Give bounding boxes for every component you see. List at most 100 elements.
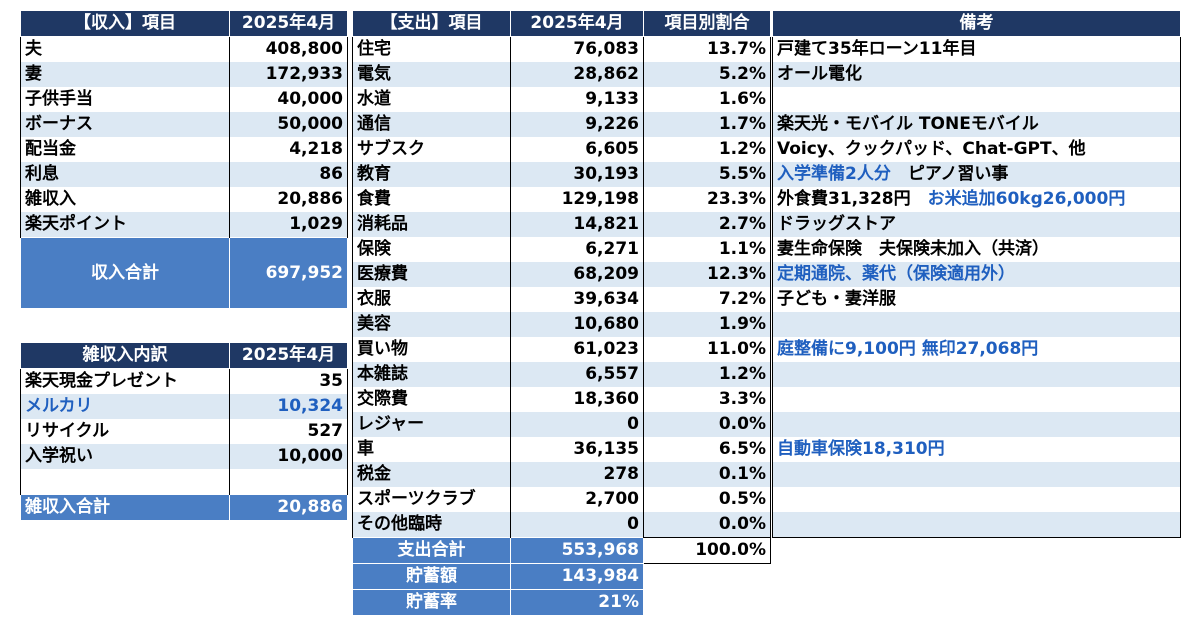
expense-item-ratio: 3.3% <box>643 387 771 412</box>
note-cell: 定期通院、薬代（保険適用外） <box>772 262 1181 287</box>
expense-item-label: レジャー <box>352 412 511 437</box>
income-item-label: 楽天ポイント <box>20 212 230 238</box>
expense-item-value: 9,133 <box>510 87 644 112</box>
table-row <box>772 462 1181 487</box>
income-item-value: 1,029 <box>229 212 348 238</box>
table-row: 医療費 68,209 12.3% <box>352 262 771 287</box>
table-row: 夫 408,800 <box>20 36 348 62</box>
expense-item-label: 電気 <box>352 62 511 87</box>
expense-header-item: 【支出】項目 <box>352 10 511 37</box>
income-item-value: 40,000 <box>229 87 348 112</box>
expense-item-label: その他臨時 <box>352 512 511 538</box>
expense-item-label: 衣服 <box>352 287 511 312</box>
income-item-label: 配当金 <box>20 137 230 162</box>
expense-item-label: 住宅 <box>352 36 511 62</box>
expense-header-ratio: 項目別割合 <box>643 10 771 37</box>
income-item-label: 子供手当 <box>20 87 230 112</box>
expense-item-label: 買い物 <box>352 337 511 362</box>
income-item-value: 20,886 <box>229 187 348 212</box>
expense-total-ratio: 100.0% <box>643 537 771 564</box>
table-row <box>772 312 1181 337</box>
table-row: スポーツクラブ 2,700 0.5% <box>352 487 771 512</box>
misc-header-item: 雑収入内訳 <box>20 342 230 369</box>
expense-item-value: 6,557 <box>510 362 644 387</box>
income-total-value: 697,952 <box>229 237 348 309</box>
expense-item-label: 美容 <box>352 312 511 337</box>
table-row: 電気 28,862 5.2% <box>352 62 771 87</box>
table-row: 妻 172,933 <box>20 62 348 87</box>
income-item-value: 408,800 <box>229 36 348 62</box>
table-row: 楽天光・モバイル TONEモバイル <box>772 112 1181 137</box>
table-row <box>772 487 1181 512</box>
note-text-highlight: 定期通院、薬代（保険適用外） <box>777 264 1015 284</box>
expense-item-value: 14,821 <box>510 212 644 237</box>
income-item-label: 夫 <box>20 36 230 62</box>
expense-rows: 住宅 76,083 13.7% 電気 28,862 5.2% 水道 9,133 1.6% 通信 9,… <box>352 36 771 616</box>
expense-item-value: 10,680 <box>510 312 644 337</box>
expense-item-value: 129,198 <box>510 187 644 212</box>
misc-item-label: リサイクル <box>20 419 230 444</box>
note-text: Voicy、クックパッド、Chat-GPT、他 <box>777 139 1086 159</box>
savings-rate-label: 貯蓄率 <box>352 589 511 616</box>
expense-item-ratio: 12.3% <box>643 262 771 287</box>
misc-item-value: 527 <box>229 419 348 444</box>
income-item-value: 172,933 <box>229 62 348 87</box>
table-row: 本雑誌 6,557 1.2% <box>352 362 771 387</box>
income-table: 【収入】項目 2025年4月 夫 408,800 妻 172,933 子供手当 40,00… <box>20 10 348 309</box>
expense-item-label: 保険 <box>352 237 511 262</box>
misc-item-value: 10,324 <box>229 394 348 419</box>
note-cell: ドラッグストア <box>772 212 1181 237</box>
notes-table: 備考 戸建て35年ローン11年目 オール電化 楽天光・モバイル TONEモバイル Vo… <box>772 10 1181 538</box>
note-cell <box>772 312 1181 337</box>
table-row: 買い物 61,023 11.0% <box>352 337 771 362</box>
expense-item-ratio: 1.2% <box>643 362 771 387</box>
expense-item-value: 18,360 <box>510 387 644 412</box>
note-cell <box>772 512 1181 538</box>
table-row: 定期通院、薬代（保険適用外） <box>772 262 1181 287</box>
table-row: 水道 9,133 1.6% <box>352 87 771 112</box>
table-row: 庭整備に9,100円 無印27,068円 <box>772 337 1181 362</box>
expense-item-label: 医療費 <box>352 262 511 287</box>
table-row: 妻生命保険 夫保険未加入（共済） <box>772 237 1181 262</box>
note-text: ピアノ習い事 <box>907 164 1009 184</box>
expense-item-ratio: 5.5% <box>643 162 771 187</box>
table-row: 入学準備2人分 ピアノ習い事 <box>772 162 1181 187</box>
note-cell: 自動車保険18,310円 <box>772 437 1181 462</box>
income-item-label: 妻 <box>20 62 230 87</box>
expense-item-value: 6,605 <box>510 137 644 162</box>
table-row: サブスク 6,605 1.2% <box>352 137 771 162</box>
savings-row: 貯蓄額 143,984 <box>352 563 771 590</box>
expense-item-ratio: 2.7% <box>643 212 771 237</box>
expense-item-value: 0 <box>510 512 644 538</box>
table-row: リサイクル 527 <box>20 419 348 444</box>
savings-rate-row: 貯蓄率 21% <box>352 589 771 616</box>
table-row: 配当金 4,218 <box>20 137 348 162</box>
table-row: 通信 9,226 1.7% <box>352 112 771 137</box>
table-row: ドラッグストア <box>772 212 1181 237</box>
expense-item-ratio: 5.2% <box>643 62 771 87</box>
table-row <box>772 387 1181 412</box>
table-row: Voicy、クックパッド、Chat-GPT、他 <box>772 137 1181 162</box>
note-cell: オール電化 <box>772 62 1181 87</box>
table-row: 利息 86 <box>20 162 348 187</box>
table-row: 楽天ポイント 1,029 <box>20 212 348 238</box>
expense-item-ratio: 23.3% <box>643 187 771 212</box>
income-rows: 夫 408,800 妻 172,933 子供手当 40,000 ボーナス 50,000 配当金 4… <box>20 36 348 309</box>
note-cell <box>772 87 1181 112</box>
income-item-value: 4,218 <box>229 137 348 162</box>
note-text: 戸建て35年ローン11年目 <box>777 39 977 59</box>
note-cell: 入学準備2人分 ピアノ習い事 <box>772 162 1181 187</box>
savings-label: 貯蓄額 <box>352 563 511 590</box>
table-row: 子ども・妻洋服 <box>772 287 1181 312</box>
table-row: メルカリ 10,324 <box>20 394 348 419</box>
income-total-label: 収入合計 <box>20 237 230 309</box>
income-item-label: ボーナス <box>20 112 230 137</box>
expense-item-label: 税金 <box>352 462 511 487</box>
note-text-highlight: 自動車保険18,310円 <box>777 439 945 459</box>
table-row: 雑収入 20,886 <box>20 187 348 212</box>
table-row <box>772 87 1181 112</box>
note-text: オール電化 <box>777 64 862 84</box>
income-header-item: 【収入】項目 <box>20 10 230 37</box>
table-row: 衣服 39,634 7.2% <box>352 287 771 312</box>
expense-item-value: 278 <box>510 462 644 487</box>
